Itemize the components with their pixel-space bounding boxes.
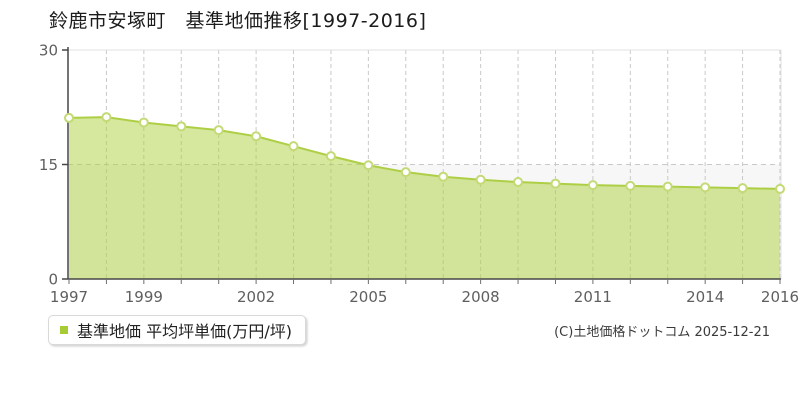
data-point-marker[interactable]: 2001: 19.5 万円/坪 bbox=[213, 125, 224, 136]
x-axis-label: 2008 bbox=[462, 288, 500, 306]
data-point-marker[interactable]: 2012: 12.2 万円/坪 bbox=[625, 180, 636, 191]
copyright-text: (C)土地価格ドットコム 2025-12-21 bbox=[554, 325, 770, 340]
data-point-marker[interactable]: 1999: 20.5 万円/坪 bbox=[138, 117, 149, 128]
data-point-marker[interactable]: 2010: 12.5 万円/坪 bbox=[550, 178, 561, 189]
chart-title: 鈴鹿市安塚町 基準地価推移[1997-2016] bbox=[49, 10, 427, 32]
x-axis-label: 2011 bbox=[574, 288, 612, 306]
data-point-marker[interactable]: 2013: 12.1 万円/坪 bbox=[662, 181, 673, 192]
data-point-marker[interactable]: 2002: 18.7 万円/坪 bbox=[251, 131, 262, 142]
data-point-marker[interactable]: 2008: 13 万円/坪 bbox=[475, 174, 486, 185]
data-point-marker[interactable]: 2015: 11.9 万円/坪 bbox=[737, 183, 748, 194]
data-point-marker[interactable]: 2004: 16.1 万円/坪 bbox=[325, 151, 336, 162]
legend-marker-square bbox=[60, 326, 68, 334]
x-axis-label: 2014 bbox=[686, 288, 724, 306]
y-axis-label: 15 bbox=[39, 156, 58, 174]
x-axis-label: 2016 bbox=[761, 288, 799, 306]
area-fill bbox=[69, 117, 780, 279]
legend-box[interactable]: 基準地価 平均坪単価(万円/坪) bbox=[48, 315, 306, 345]
data-point-marker[interactable]: 2006: 14 万円/坪 bbox=[400, 167, 411, 178]
y-axis-label: 30 bbox=[39, 41, 58, 59]
x-axis-label: 2005 bbox=[349, 288, 387, 306]
data-point-marker[interactable]: 2014: 12 万円/坪 bbox=[700, 182, 711, 193]
x-axis-label: 1997 bbox=[50, 288, 88, 306]
data-point-marker[interactable]: 2011: 12.3 万円/坪 bbox=[587, 180, 598, 191]
price-line bbox=[68, 116, 781, 190]
y-axis-label: 0 bbox=[48, 270, 58, 288]
x-axis-label: 2002 bbox=[237, 288, 275, 306]
data-point-marker[interactable]: 2016: 11.8 万円/坪 bbox=[775, 183, 785, 194]
data-point-marker[interactable]: 2003: 17.4 万円/坪 bbox=[288, 141, 299, 152]
data-point-marker[interactable]: 2007: 13.4 万円/坪 bbox=[438, 171, 449, 182]
data-point-marker[interactable]: 2005: 14.9 万円/坪 bbox=[363, 160, 374, 171]
legend-label: 基準地価 平均坪単価(万円/坪) bbox=[77, 322, 292, 341]
data-point-marker[interactable]: 2000: 20 万円/坪 bbox=[176, 121, 187, 132]
x-axis-label: 1999 bbox=[125, 288, 163, 306]
data-point-marker[interactable]: 1998: 21.2 万円/坪 bbox=[101, 112, 112, 123]
data-point-marker[interactable]: 2009: 12.7 万円/坪 bbox=[513, 177, 524, 188]
data-point-marker[interactable]: 1997: 21.1 万円/坪 bbox=[64, 112, 74, 123]
